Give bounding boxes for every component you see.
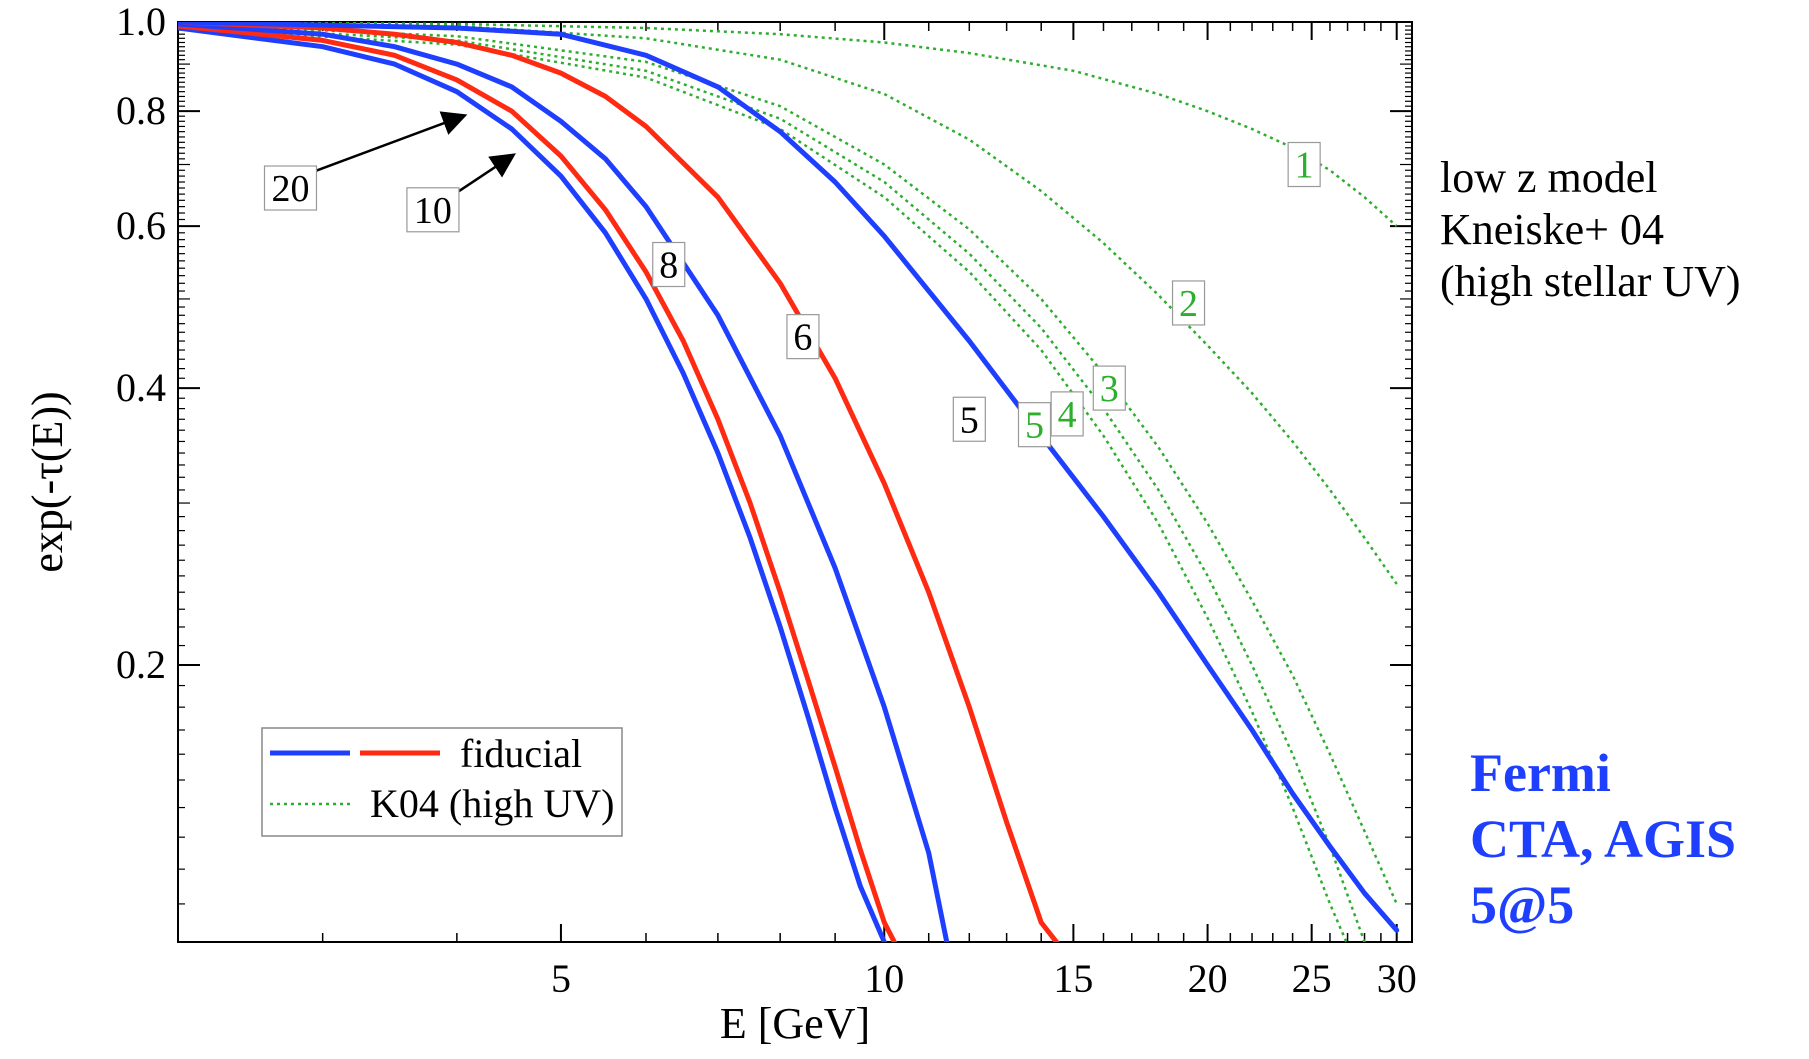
tick-labels: 5 10 15 20 25 301.00.80.60.40.2: [116, 0, 1417, 1001]
fermi-note-line-3: 5@5: [1470, 875, 1575, 935]
legend-label-k04: K04 (high UV): [370, 781, 614, 826]
curve-label-black-8: 8: [652, 241, 686, 288]
x-tick-label: 30: [1377, 956, 1417, 1001]
series-layer: [178, 22, 1400, 942]
curve-label-green-1: 1: [1287, 141, 1321, 188]
curve-label-black-5: 5: [952, 396, 986, 442]
x-tick-label: 20: [1188, 956, 1228, 1001]
curve-label-green-3: 3: [1092, 365, 1126, 411]
curve-label-black-6: 6: [786, 314, 820, 360]
label-box: [786, 314, 820, 360]
y-tick-label: 0.8: [116, 88, 166, 133]
x-tick-label: 5: [551, 956, 571, 1001]
model-note: low z model Kneiske+ 04 (high stellar UV…: [1440, 152, 1741, 308]
curve-label-green-2: 2: [1171, 280, 1206, 326]
k04-curve-5: [178, 26, 1348, 942]
fermi-note-line-2: CTA, AGIS: [1470, 809, 1737, 869]
y-axis-label: exp(-τ(E)): [23, 391, 72, 572]
label-box: [1171, 280, 1206, 326]
fiducial-curve-20: [178, 25, 888, 942]
legend-label-fiducial: fiducial: [460, 731, 582, 776]
legend: fiducial K04 (high UV): [261, 727, 623, 837]
label-box: [1287, 141, 1321, 188]
fiducial-curve-10: [178, 23, 898, 942]
fermi-note-line-1: Fermi: [1470, 743, 1611, 803]
x-axis-label: E [GeV]: [720, 999, 870, 1048]
y-tick-label: 0.2: [116, 642, 166, 687]
k04-curve-2: [178, 22, 1398, 585]
label-text: 6: [793, 317, 812, 359]
label-text: 5: [960, 399, 979, 441]
fiducial-curve-8: [178, 22, 950, 942]
label-arrow: [312, 111, 468, 174]
label-text: 5: [1025, 405, 1044, 447]
legend-box: [261, 727, 623, 837]
curve-label-black-10: 10: [406, 153, 516, 233]
label-text: 10: [414, 190, 452, 232]
x-tick-label: 25: [1292, 956, 1332, 1001]
model-note-line-2: Kneiske+ 04: [1440, 205, 1664, 254]
x-tick-label: 10: [864, 956, 904, 1001]
k04-curve-1: [178, 22, 1398, 228]
model-note-line-1: low z model: [1440, 153, 1658, 202]
y-tick-label: 1.0: [116, 0, 166, 44]
label-box: [1050, 391, 1084, 437]
k04-curve-4: [178, 24, 1366, 942]
k04-curve-3: [178, 22, 1398, 905]
axis-ticks: [178, 21, 1412, 943]
label-box: [652, 241, 686, 288]
label-box: [1017, 402, 1052, 448]
curve-label-green-5: 5: [1017, 402, 1052, 448]
label-text: 1: [1295, 145, 1314, 187]
fiducial-curve-5: [178, 22, 1400, 933]
plot-frame: [177, 21, 1413, 943]
model-note-line-3: (high stellar UV): [1440, 257, 1741, 306]
label-box: [952, 396, 986, 442]
label-box: [406, 187, 460, 233]
y-tick-label: 0.4: [116, 365, 166, 410]
label-text: 2: [1179, 283, 1198, 325]
fiducial-curve-6: [178, 22, 1060, 942]
label-box: [1092, 365, 1126, 411]
curve-label-green-4: 4: [1050, 391, 1084, 437]
curve-label-black-20: 20: [263, 111, 468, 211]
label-box: [263, 165, 318, 211]
fermi-note: Fermi CTA, AGIS 5@5: [1470, 740, 1736, 938]
y-tick-label: 0.6: [116, 203, 166, 248]
x-tick-label: 15: [1053, 956, 1093, 1001]
label-text: 20: [271, 168, 309, 210]
label-text: 3: [1100, 368, 1119, 410]
label-text: 4: [1058, 394, 1077, 436]
label-text: 8: [659, 245, 678, 287]
label-arrow: [454, 153, 516, 195]
